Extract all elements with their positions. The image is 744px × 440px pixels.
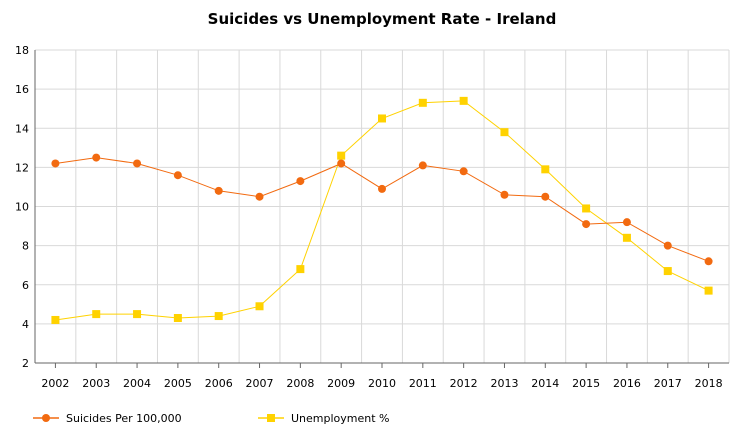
y-tick-label: 16	[15, 83, 29, 96]
y-tick-label: 8	[22, 240, 29, 253]
legend: Suicides Per 100,000 Unemployment %	[33, 412, 390, 425]
x-tick-label: 2010	[368, 377, 396, 390]
data-point	[255, 192, 264, 201]
data-point	[214, 312, 223, 321]
data-point	[541, 165, 550, 174]
x-tick-label: 2008	[286, 377, 314, 390]
legend-swatch-marker	[42, 414, 50, 422]
x-tick-label: 2016	[613, 377, 641, 390]
data-point	[133, 310, 142, 319]
data-point	[622, 218, 631, 227]
axes: 2 4 6 8 10 12 14 16 18 2002 2003 2004 2005 2006 2007 20…	[15, 44, 729, 390]
x-tick-label: 2005	[164, 377, 192, 390]
x-tick-label: 2018	[695, 377, 723, 390]
x-tick-label: 2003	[82, 377, 110, 390]
data-point	[663, 241, 672, 250]
data-point	[418, 98, 427, 107]
y-tick-label: 4	[22, 318, 29, 331]
legend-label: Unemployment %	[291, 412, 390, 425]
data-point	[541, 192, 550, 201]
x-tick-label: 2006	[205, 377, 233, 390]
data-point	[378, 114, 386, 123]
data-point	[255, 302, 264, 311]
legend-label: Suicides Per 100,000	[66, 412, 182, 425]
legend-item: Suicides Per 100,000	[33, 412, 182, 425]
x-tick-label: 2004	[123, 377, 151, 390]
y-tick-label: 18	[15, 44, 29, 57]
y-tick-label: 14	[15, 122, 29, 135]
data-point	[92, 153, 101, 162]
data-point	[214, 186, 223, 195]
x-tick-label: 2017	[654, 377, 682, 390]
x-tick-label: 2002	[41, 377, 69, 390]
series-line	[55, 100, 709, 321]
data-point	[337, 151, 346, 160]
data-point	[500, 190, 509, 199]
x-tick-label: 2013	[490, 377, 518, 390]
data-point	[337, 159, 346, 168]
series-suicides	[51, 153, 713, 266]
data-point	[459, 167, 468, 176]
y-tick-label: 6	[22, 279, 29, 292]
legend-item: Unemployment %	[258, 412, 390, 425]
data-point	[92, 310, 101, 319]
data-point	[622, 233, 631, 242]
x-tick-label: 2014	[531, 377, 559, 390]
data-point	[173, 314, 182, 323]
data-point	[459, 96, 468, 105]
data-point	[173, 171, 182, 180]
data-point	[582, 204, 591, 213]
y-tick-label: 2	[22, 357, 29, 370]
x-tick-label: 2009	[327, 377, 355, 390]
data-point	[663, 267, 672, 276]
y-tick-label: 12	[15, 161, 29, 174]
data-point	[704, 286, 713, 295]
data-point	[133, 159, 142, 168]
data-point	[296, 177, 305, 186]
data-point	[51, 159, 60, 168]
series-unemployment	[51, 96, 713, 324]
data-point	[582, 220, 591, 229]
x-tick-label: 2007	[246, 377, 274, 390]
x-tick-label: 2015	[572, 377, 600, 390]
legend-swatch-marker	[267, 414, 275, 422]
data-point	[500, 128, 509, 137]
chart-title: Suicides vs Unemployment Rate - Ireland	[208, 10, 557, 28]
data-point	[418, 161, 427, 170]
data-point	[378, 184, 386, 193]
series-layer	[51, 96, 713, 324]
x-tick-label: 2011	[409, 377, 437, 390]
data-point	[296, 265, 305, 274]
y-tick-label: 10	[15, 201, 29, 214]
data-point	[51, 315, 60, 324]
data-point	[704, 257, 713, 266]
x-tick-label: 2012	[450, 377, 478, 390]
